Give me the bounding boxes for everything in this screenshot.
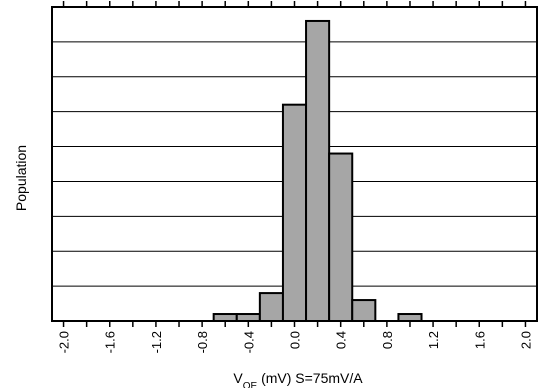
x-axis-label-sub: OE (243, 381, 258, 388)
x-tick-label: 1.6 (472, 331, 487, 349)
histogram-bar (258, 292, 284, 323)
x-tick-label: -1.2 (149, 331, 164, 353)
x-axis-label-main: V (233, 370, 243, 386)
x-axis-label-rest: (mV) S=75mV/A (257, 370, 363, 386)
x-tick-labels: -2.0 -1.6 -1.2 -0.8 -0.4 0.0 0.4 0.8 1.2 1.6 2.0 (57, 331, 534, 353)
x-tick-label: -0.8 (195, 331, 210, 353)
histogram-bar (397, 313, 423, 322)
x-tick-label: 1.2 (426, 331, 441, 349)
histogram-bar (281, 103, 308, 322)
x-tick-label: 2.0 (518, 331, 533, 349)
y-axis-label: Population (13, 145, 29, 211)
x-tick-label: 0.4 (334, 331, 349, 349)
bars (212, 19, 423, 323)
x-tick-label: -1.6 (103, 331, 118, 353)
histogram-bar (212, 313, 238, 322)
histogram-bar (351, 299, 377, 323)
x-tick-label: 0.8 (380, 331, 395, 349)
histogram-bar (235, 313, 261, 322)
x-tick-label: -0.4 (241, 331, 256, 353)
x-tick-label: -2.0 (57, 331, 72, 353)
histogram-bar (305, 19, 331, 322)
histogram-bar (328, 152, 354, 322)
x-axis-label: VOE (mV) S=75mV/A (233, 370, 363, 388)
x-ticks (62, 1, 527, 327)
x-tick-label: 0.0 (288, 331, 303, 349)
